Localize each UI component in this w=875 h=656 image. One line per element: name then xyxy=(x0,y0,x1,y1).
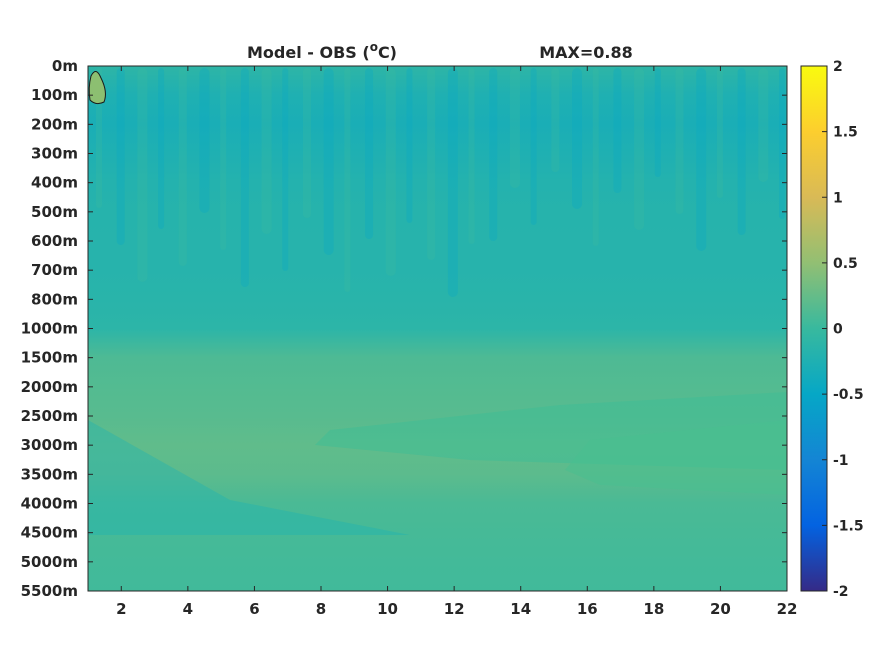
x-axis: 2 4 6 8 10 12 14 16 18 20 22 xyxy=(116,66,797,618)
heatmap-stripe xyxy=(737,68,746,235)
colorbar-tick-label: -1.5 xyxy=(833,518,864,534)
y-tick-label: 5500m xyxy=(21,582,78,600)
colorbar-tick-label: 1 xyxy=(833,190,843,206)
heatmap-stripe xyxy=(634,68,645,230)
heatmap-stripe xyxy=(489,68,498,241)
heatmap-stripe xyxy=(261,68,272,234)
y-tick-label: 800m xyxy=(31,290,78,308)
y-tick-label: 100m xyxy=(31,86,78,104)
heatmap-stripe xyxy=(716,68,723,198)
heatmap-stripe xyxy=(530,68,537,225)
x-tick-label: 2 xyxy=(116,600,126,618)
heatmap-warm-wedge-deep xyxy=(565,420,787,495)
heatmap-stripe xyxy=(323,68,334,255)
y-tick-label: 4500m xyxy=(21,524,78,542)
y-tick-label: 600m xyxy=(31,232,78,250)
heatmap-stripe xyxy=(344,68,351,292)
chart-title-left: Model - OBS (oC) xyxy=(247,40,397,62)
colorbar-ticks: 2 1.5 1 0.5 0 -0.5 -1 -1.5 -2 xyxy=(822,59,864,600)
x-tick-label: 10 xyxy=(377,600,398,618)
heatmap-stripe xyxy=(758,68,769,182)
colorbar-tick-label: 0 xyxy=(833,322,843,338)
heatmap-stripe xyxy=(427,68,436,260)
y-tick-label: 5000m xyxy=(21,553,78,571)
heatmap-stripe xyxy=(158,68,165,229)
heatmap-stripe xyxy=(240,68,249,287)
heatmap-stripe xyxy=(365,68,374,239)
heatmap-stripe xyxy=(406,68,413,223)
x-tick-label: 6 xyxy=(249,600,259,618)
heatmap-stripe xyxy=(178,68,187,266)
x-tick-label: 20 xyxy=(710,600,731,618)
colorbar-tick-label: 2 xyxy=(833,59,843,75)
heatmap-hotspot xyxy=(88,71,106,105)
x-tick-label: 14 xyxy=(510,600,531,618)
heatmap-stripe xyxy=(654,68,661,177)
heatmap-stripe xyxy=(468,68,475,244)
y-tick-label: 1000m xyxy=(21,320,78,338)
x-tick-label: 12 xyxy=(444,600,465,618)
heatmap-stripe xyxy=(551,68,560,172)
colorbar-tick-label: -0.5 xyxy=(833,387,864,403)
chart-title-prefix: Model - OBS ( xyxy=(247,43,370,62)
y-tick-label: 300m xyxy=(31,145,78,163)
heatmap-stripe xyxy=(220,68,227,250)
heatmap-stripe xyxy=(385,68,396,276)
colorbar-tick-label: 0.5 xyxy=(833,256,858,272)
heatmap-stripe xyxy=(675,68,684,214)
chart-title-max: MAX=0.88 xyxy=(539,43,633,62)
colorbar-tick-label: -1 xyxy=(833,453,849,469)
x-tick-label: 22 xyxy=(777,600,798,618)
chart-title-degree: o xyxy=(370,40,378,54)
y-tick-label: 4000m xyxy=(21,495,78,513)
heatmap-stripe xyxy=(509,68,520,188)
x-tick-label: 4 xyxy=(183,600,193,618)
y-tick-label: 2000m xyxy=(21,378,78,396)
heatmap-stripe xyxy=(696,68,707,251)
y-tick-label: 500m xyxy=(31,203,78,221)
x-tick-label: 18 xyxy=(643,600,664,618)
y-tick-label: 2500m xyxy=(21,407,78,425)
heatmap-stripe xyxy=(116,68,125,245)
heatmap-stripe xyxy=(572,68,583,209)
chart-title-suffix: C) xyxy=(378,43,397,62)
y-tick-label: 200m xyxy=(31,115,78,133)
y-tick-label: 700m xyxy=(31,261,78,279)
plot-area xyxy=(87,65,788,592)
x-tick-label: 16 xyxy=(577,600,598,618)
y-tick-label: 3500m xyxy=(21,465,78,483)
y-tick-label: 3000m xyxy=(21,436,78,454)
y-tick-label: 0m xyxy=(52,57,78,75)
colorbar-tick-label: -2 xyxy=(833,584,849,600)
heatmap-stripe xyxy=(137,68,148,282)
heatmap-stripe xyxy=(592,68,599,246)
y-tick-label: 1500m xyxy=(21,349,78,367)
heatmap-stripe xyxy=(779,68,785,219)
heatmap-stripe xyxy=(302,68,311,218)
heatmap-stripe xyxy=(447,68,458,297)
colorbar-tick-label: 1.5 xyxy=(833,125,858,141)
colorbar: 2 1.5 1 0.5 0 -0.5 -1 -1.5 -2 xyxy=(800,59,864,600)
heatmap-field xyxy=(88,66,787,591)
heatmap-cool-wedge-left xyxy=(88,420,410,535)
heatmap-stripes xyxy=(96,68,785,297)
y-axis: 0m 100m 200m 300m 400m 500m 600m 700m 800m 1000m 1… xyxy=(21,57,787,600)
heatmap-stripe xyxy=(199,68,210,213)
heatmap-stripe xyxy=(613,68,622,193)
x-tick-label: 8 xyxy=(316,600,326,618)
y-tick-label: 400m xyxy=(31,174,78,192)
heatmap-stripe xyxy=(282,68,289,271)
